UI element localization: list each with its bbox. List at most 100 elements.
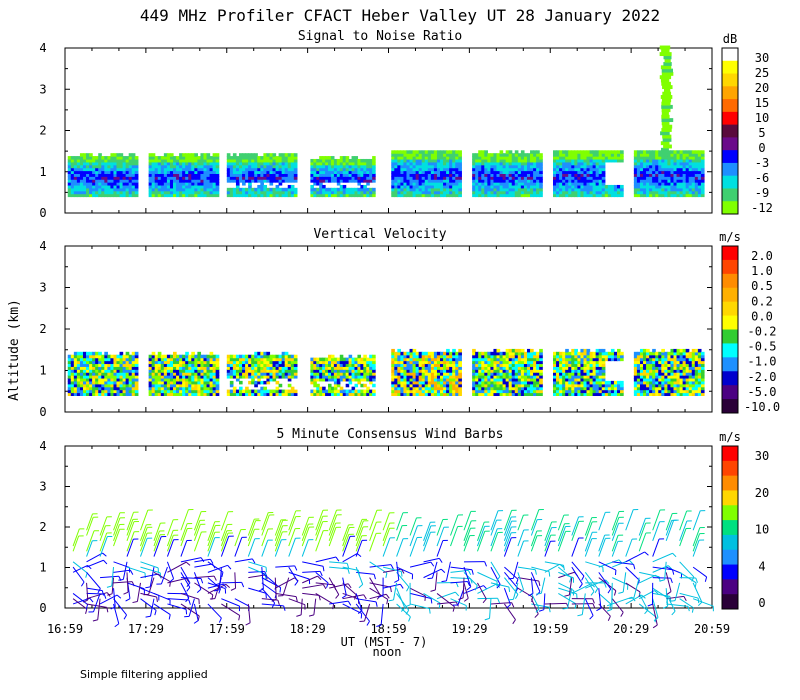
heatmap-cell — [523, 369, 528, 373]
heatmap-cell — [562, 161, 566, 166]
heatmap-cell — [348, 360, 353, 365]
heatmap-cell — [209, 351, 214, 356]
heatmap-cell — [424, 161, 429, 166]
plume-cell — [662, 91, 672, 96]
heatmap-cell — [263, 366, 268, 370]
heatmap-cell — [254, 357, 258, 362]
heatmap-cell — [160, 190, 165, 195]
heatmap-cell — [284, 360, 289, 365]
heatmap-cell — [260, 167, 264, 172]
heatmap-cell — [508, 167, 513, 172]
plume-cell — [660, 141, 670, 146]
heatmap-cell — [539, 375, 543, 379]
heatmap-cell — [354, 363, 359, 367]
heatmap-cell — [148, 173, 153, 177]
heatmap-cell — [418, 153, 423, 157]
heatmap-cell — [394, 176, 398, 180]
heatmap-cell — [98, 380, 102, 385]
plume-cell — [659, 45, 671, 50]
heatmap-cell — [568, 366, 572, 370]
heatmap-cell — [275, 179, 280, 183]
heatmap-cell — [673, 153, 678, 157]
heatmap-cell — [212, 156, 217, 160]
heatmap-cell — [372, 176, 376, 180]
heatmap-cell — [688, 153, 693, 157]
heatmap-cell — [67, 366, 72, 370]
heatmap-cell — [552, 193, 557, 198]
heatmap-cell — [552, 153, 557, 157]
heatmap-cell — [536, 164, 540, 169]
heatmap-cell — [206, 360, 211, 365]
heatmap-cell — [226, 176, 231, 180]
heatmap-cell — [154, 383, 159, 388]
heatmap-cell — [652, 170, 656, 174]
heatmap-cell — [559, 392, 563, 396]
heatmap-cell — [245, 363, 249, 367]
heatmap-cell — [269, 193, 274, 198]
heatmap-cell — [263, 164, 268, 169]
heatmap-cell — [595, 173, 600, 177]
heatmap-cell — [415, 363, 420, 367]
heatmap-cell — [487, 386, 492, 391]
heatmap-cell — [203, 179, 208, 183]
heatmap-cell — [226, 156, 231, 160]
heatmap-cell — [691, 167, 696, 172]
heatmap-cell — [245, 170, 249, 174]
heatmap-cell — [369, 190, 373, 195]
heatmap-cell — [472, 377, 476, 382]
heatmap-cell — [568, 164, 572, 169]
heatmap-cell — [70, 383, 75, 388]
heatmap-cell — [530, 170, 534, 174]
heatmap-cell — [200, 392, 205, 396]
heatmap-cell — [475, 366, 479, 370]
heatmap-cell — [151, 383, 156, 388]
heatmap-cell — [197, 179, 202, 183]
heatmap-cell — [449, 357, 453, 362]
heatmap-cell — [449, 392, 453, 396]
heatmap-cell — [533, 360, 537, 365]
heatmap-cell — [505, 351, 510, 356]
heatmap-cell — [148, 153, 153, 157]
heatmap-cell — [580, 167, 585, 172]
heatmap-cell — [182, 167, 186, 172]
heatmap-cell — [357, 173, 361, 177]
heatmap-cell — [113, 170, 118, 174]
heatmap-cell — [652, 190, 656, 195]
heatmap-cell — [478, 182, 482, 186]
heatmap-cell — [254, 389, 258, 394]
heatmap-cell — [310, 375, 314, 379]
heatmap-cell — [281, 366, 286, 370]
heatmap-cell — [73, 156, 78, 160]
heatmap-cell — [475, 156, 479, 160]
heatmap-cell — [472, 392, 476, 396]
heatmap-cell — [179, 176, 183, 180]
heatmap-cell — [505, 164, 510, 169]
heatmap-cell — [505, 389, 510, 394]
heatmap-cell — [333, 158, 338, 163]
heatmap-cell — [633, 179, 638, 183]
heatmap-cell — [472, 156, 476, 160]
heatmap-cell — [160, 179, 165, 183]
heatmap-cell — [128, 354, 133, 359]
heatmap-cell — [700, 173, 705, 177]
figure-title: 449 MHz Profiler CFACT Heber Valley UT 2… — [140, 6, 660, 25]
heatmap-cell — [128, 179, 133, 183]
heatmap-cell — [487, 161, 492, 166]
heatmap-cell — [639, 190, 644, 195]
heatmap-cell — [595, 156, 600, 160]
heatmap-cell — [400, 190, 405, 195]
heatmap-cell — [559, 351, 563, 356]
heatmap-cell — [673, 187, 678, 192]
heatmap-cell — [92, 193, 96, 198]
heatmap-cell — [409, 354, 414, 359]
heatmap-cell — [559, 167, 563, 172]
heatmap-cell — [209, 369, 214, 373]
heatmap-cell — [235, 158, 240, 163]
heatmap-cell — [160, 167, 165, 172]
heatmap-cell — [160, 389, 165, 394]
heatmap-cell — [154, 187, 159, 192]
heatmap-cell — [526, 372, 531, 376]
heatmap-cell — [552, 173, 557, 177]
heatmap-cell — [484, 164, 488, 169]
heatmap-cell — [530, 389, 534, 394]
